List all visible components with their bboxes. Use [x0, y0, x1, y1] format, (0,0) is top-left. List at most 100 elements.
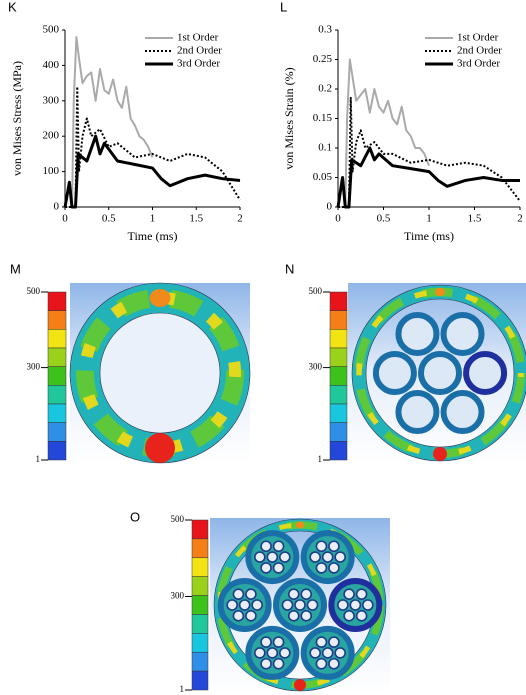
- colorbar-segment: [330, 329, 347, 348]
- strand: [310, 552, 320, 562]
- colorbar-label: 500: [171, 514, 185, 524]
- series-line: [338, 148, 520, 207]
- colorbar-segment: [192, 596, 208, 615]
- panel-letter: N: [285, 261, 294, 276]
- y-axis-label: von Mises Stress (MPa): [10, 61, 24, 176]
- strand: [344, 611, 354, 621]
- strand: [233, 589, 243, 599]
- strand: [261, 659, 271, 669]
- strand: [280, 648, 290, 658]
- colorbar-segment: [48, 348, 66, 367]
- strand: [227, 600, 237, 610]
- colorbar-segment: [192, 652, 208, 671]
- colorbar-segment: [330, 311, 347, 330]
- panel-letter: K: [8, 0, 17, 14]
- hot-spot: [296, 521, 304, 528]
- strand: [316, 541, 326, 551]
- strand: [261, 637, 271, 647]
- strand: [329, 563, 339, 573]
- colorbar-segment: [48, 367, 66, 386]
- strand: [329, 659, 339, 669]
- colorbar-label: 1: [318, 454, 323, 464]
- tube: [444, 393, 482, 431]
- colorbar-segment: [330, 404, 347, 423]
- y-tick-label: 100: [43, 165, 60, 177]
- colorbar-segment: [330, 385, 347, 404]
- tube: [398, 393, 436, 431]
- colorbar-segment: [48, 441, 66, 460]
- colorbar-segment: [48, 423, 66, 442]
- strand: [280, 552, 290, 562]
- x-tick-label: 1.5: [189, 213, 203, 225]
- x-tick-label: 1: [426, 213, 432, 225]
- strand: [233, 611, 243, 621]
- strand: [335, 552, 345, 562]
- series-line: [338, 98, 520, 207]
- panel-letter: M: [10, 261, 21, 276]
- hot-spot: [145, 433, 175, 463]
- strand: [329, 637, 339, 647]
- tube: [376, 354, 414, 392]
- y-tick-label: 0.05: [313, 171, 333, 183]
- hot-spot: [150, 289, 171, 307]
- strand: [301, 611, 311, 621]
- x-tick-label: 0: [62, 213, 68, 225]
- y-tick-label: 0: [327, 201, 333, 213]
- strand: [240, 600, 250, 610]
- x-tick-label: 0.5: [377, 213, 391, 225]
- series-line: [65, 136, 240, 207]
- hot-spot: [294, 679, 306, 691]
- y-tick-label: 200: [43, 130, 60, 142]
- colorbar-segment: [192, 614, 208, 633]
- x-axis-label: Time (ms): [128, 229, 178, 243]
- strand: [289, 611, 299, 621]
- y-tick-label: 0.25: [313, 53, 333, 65]
- colorbar-segment: [192, 539, 208, 558]
- colorbar-segment: [192, 577, 208, 596]
- x-axis-label: Time (ms): [404, 229, 454, 243]
- y-tick-label: 500: [43, 24, 60, 36]
- tube: [421, 354, 459, 392]
- y-tick-label: 300: [43, 94, 60, 106]
- x-tick-label: 1.5: [468, 213, 482, 225]
- strand: [283, 600, 293, 610]
- strand: [316, 563, 326, 573]
- strand: [246, 589, 256, 599]
- colorbar-label: 500: [27, 286, 41, 296]
- panel-letter: O: [130, 509, 140, 524]
- colorbar-segment: [48, 404, 66, 423]
- panel-letter: L: [280, 0, 287, 14]
- colorbar-segment: [48, 311, 66, 330]
- strand: [261, 563, 271, 573]
- tube: [398, 315, 436, 353]
- strand: [310, 648, 320, 658]
- colorbar-segment: [48, 329, 66, 348]
- strand: [357, 611, 367, 621]
- colorbar-label: 500: [309, 286, 323, 296]
- y-tick-label: 0.3: [318, 24, 332, 36]
- legend-label: 3rd Order: [177, 58, 220, 70]
- strand: [261, 541, 271, 551]
- strand: [274, 541, 284, 551]
- strand: [295, 600, 305, 610]
- colorbar-segment: [330, 423, 347, 442]
- strand: [350, 600, 360, 610]
- colorbar-segment: [192, 558, 208, 577]
- legend-label: 1st Order: [177, 32, 219, 44]
- strand: [323, 648, 333, 658]
- mesh: [100, 313, 220, 433]
- colorbar-label: 300: [27, 362, 41, 372]
- strand: [301, 589, 311, 599]
- strand: [316, 659, 326, 669]
- strand: [274, 637, 284, 647]
- colorbar-segment: [330, 441, 347, 460]
- hot-spot: [435, 288, 445, 296]
- strand: [255, 552, 265, 562]
- strand: [335, 648, 345, 658]
- strand: [267, 648, 277, 658]
- strand: [363, 600, 373, 610]
- colorbar-segment: [330, 348, 347, 367]
- tube: [466, 354, 504, 392]
- strand: [274, 659, 284, 669]
- strand: [338, 600, 348, 610]
